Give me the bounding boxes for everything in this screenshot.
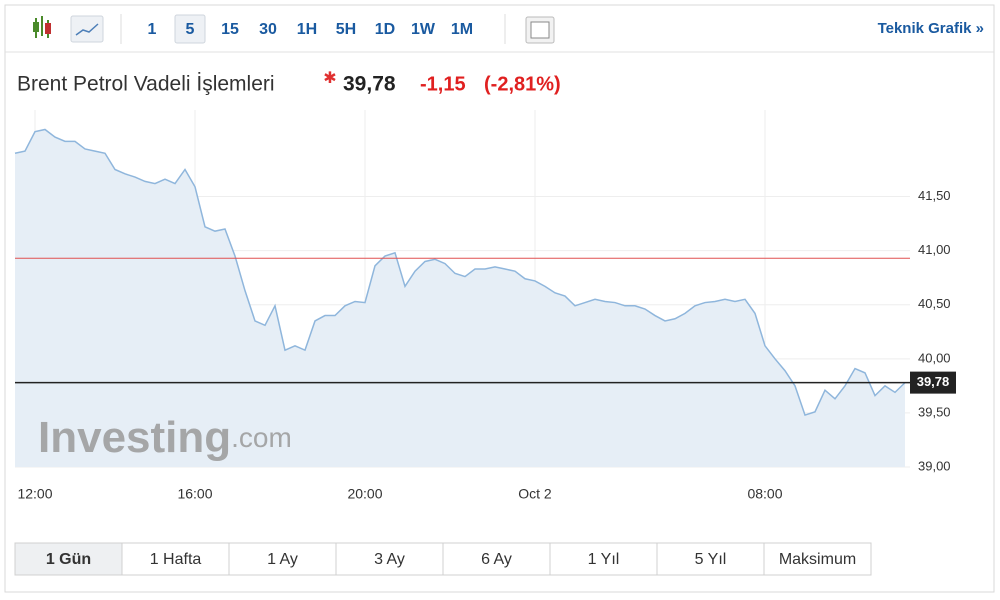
range-button[interactable]: 6 Ay (481, 551, 512, 568)
line-icon-box[interactable] (70, 15, 104, 43)
technical-chart-link[interactable]: Teknik Grafik » (878, 20, 984, 37)
range-button-box[interactable] (442, 542, 551, 576)
price-line (14, 128, 906, 417)
price-tag (910, 371, 956, 394)
range-button-box[interactable] (549, 542, 658, 576)
candle-icon[interactable] (33, 16, 51, 38)
change: -1,15 (420, 73, 466, 95)
x-tick-label: Oct 2 (518, 486, 552, 502)
instrument-title: Brent Petrol Vadeli İşlemleri (17, 73, 275, 96)
x-tick-label: 16:00 (177, 486, 212, 502)
interval-button[interactable]: 15 (221, 21, 239, 38)
interval-button[interactable]: 1H (297, 21, 317, 38)
y-tick-label: 41,00 (918, 242, 951, 257)
range-button-box[interactable] (335, 542, 444, 576)
interval-button[interactable]: 5H (336, 21, 356, 38)
watermark-suffix: .com (231, 422, 292, 453)
range-button[interactable]: 1 Hafta (150, 551, 202, 568)
x-tick-label: 08:00 (747, 486, 782, 502)
range-active[interactable] (14, 542, 123, 576)
interval-button[interactable]: 1W (411, 21, 436, 38)
interval-button[interactable]: 30 (259, 21, 277, 38)
y-tick-label: 40,00 (918, 350, 951, 365)
line-icon (75, 23, 99, 36)
range-button[interactable]: 1 Gün (46, 551, 91, 568)
settings-icon-inner (530, 21, 550, 39)
interval-buttons: 1 5 15 30 1H 5H 1D 1W 1M (148, 14, 473, 44)
interval-button[interactable]: 1 (148, 21, 157, 38)
range-button[interactable]: 3 Ay (374, 551, 405, 568)
range-button-box[interactable] (763, 542, 872, 576)
watermark-brand: Investing (38, 413, 231, 462)
interval-active (174, 14, 206, 44)
range-button[interactable]: 1 Ay (267, 551, 298, 568)
down-marker: ✱ (323, 70, 336, 87)
range-button-box[interactable] (228, 542, 337, 576)
range-button[interactable]: 1 Yıl (588, 551, 620, 568)
interval-button[interactable]: 1M (451, 21, 473, 38)
interval-button[interactable]: 5 (186, 21, 195, 38)
chart: 39,00 39,50 40,00 40,50 41,00 41,50 12:00 16:00… (14, 110, 956, 502)
x-tick-label: 20:00 (347, 486, 382, 502)
price: 39,78 (343, 73, 396, 96)
interval-button[interactable]: 1D (375, 21, 395, 38)
change-percent: (-2,81%) (484, 73, 561, 95)
range-button-box[interactable] (121, 542, 230, 576)
x-tick-label: 12:00 (17, 486, 52, 502)
range-button[interactable]: 5 Yıl (695, 551, 727, 568)
range-buttons: 1 Gün 1 Hafta 1 Ay 3 Ay 6 Ay 1 Yıl 5 Yıl Maksim… (14, 542, 872, 576)
range-button-box[interactable] (656, 542, 765, 576)
y-tick-label: 40,50 (918, 296, 951, 311)
watermark: Investing.com (38, 413, 292, 462)
y-tick-label: 39,00 (918, 458, 951, 473)
y-tick-label: 39,50 (918, 404, 951, 419)
range-button[interactable]: Maksimum (779, 551, 856, 568)
y-tick-label: 41,50 (918, 188, 951, 203)
price-tag-label: 39,78 (917, 374, 950, 389)
